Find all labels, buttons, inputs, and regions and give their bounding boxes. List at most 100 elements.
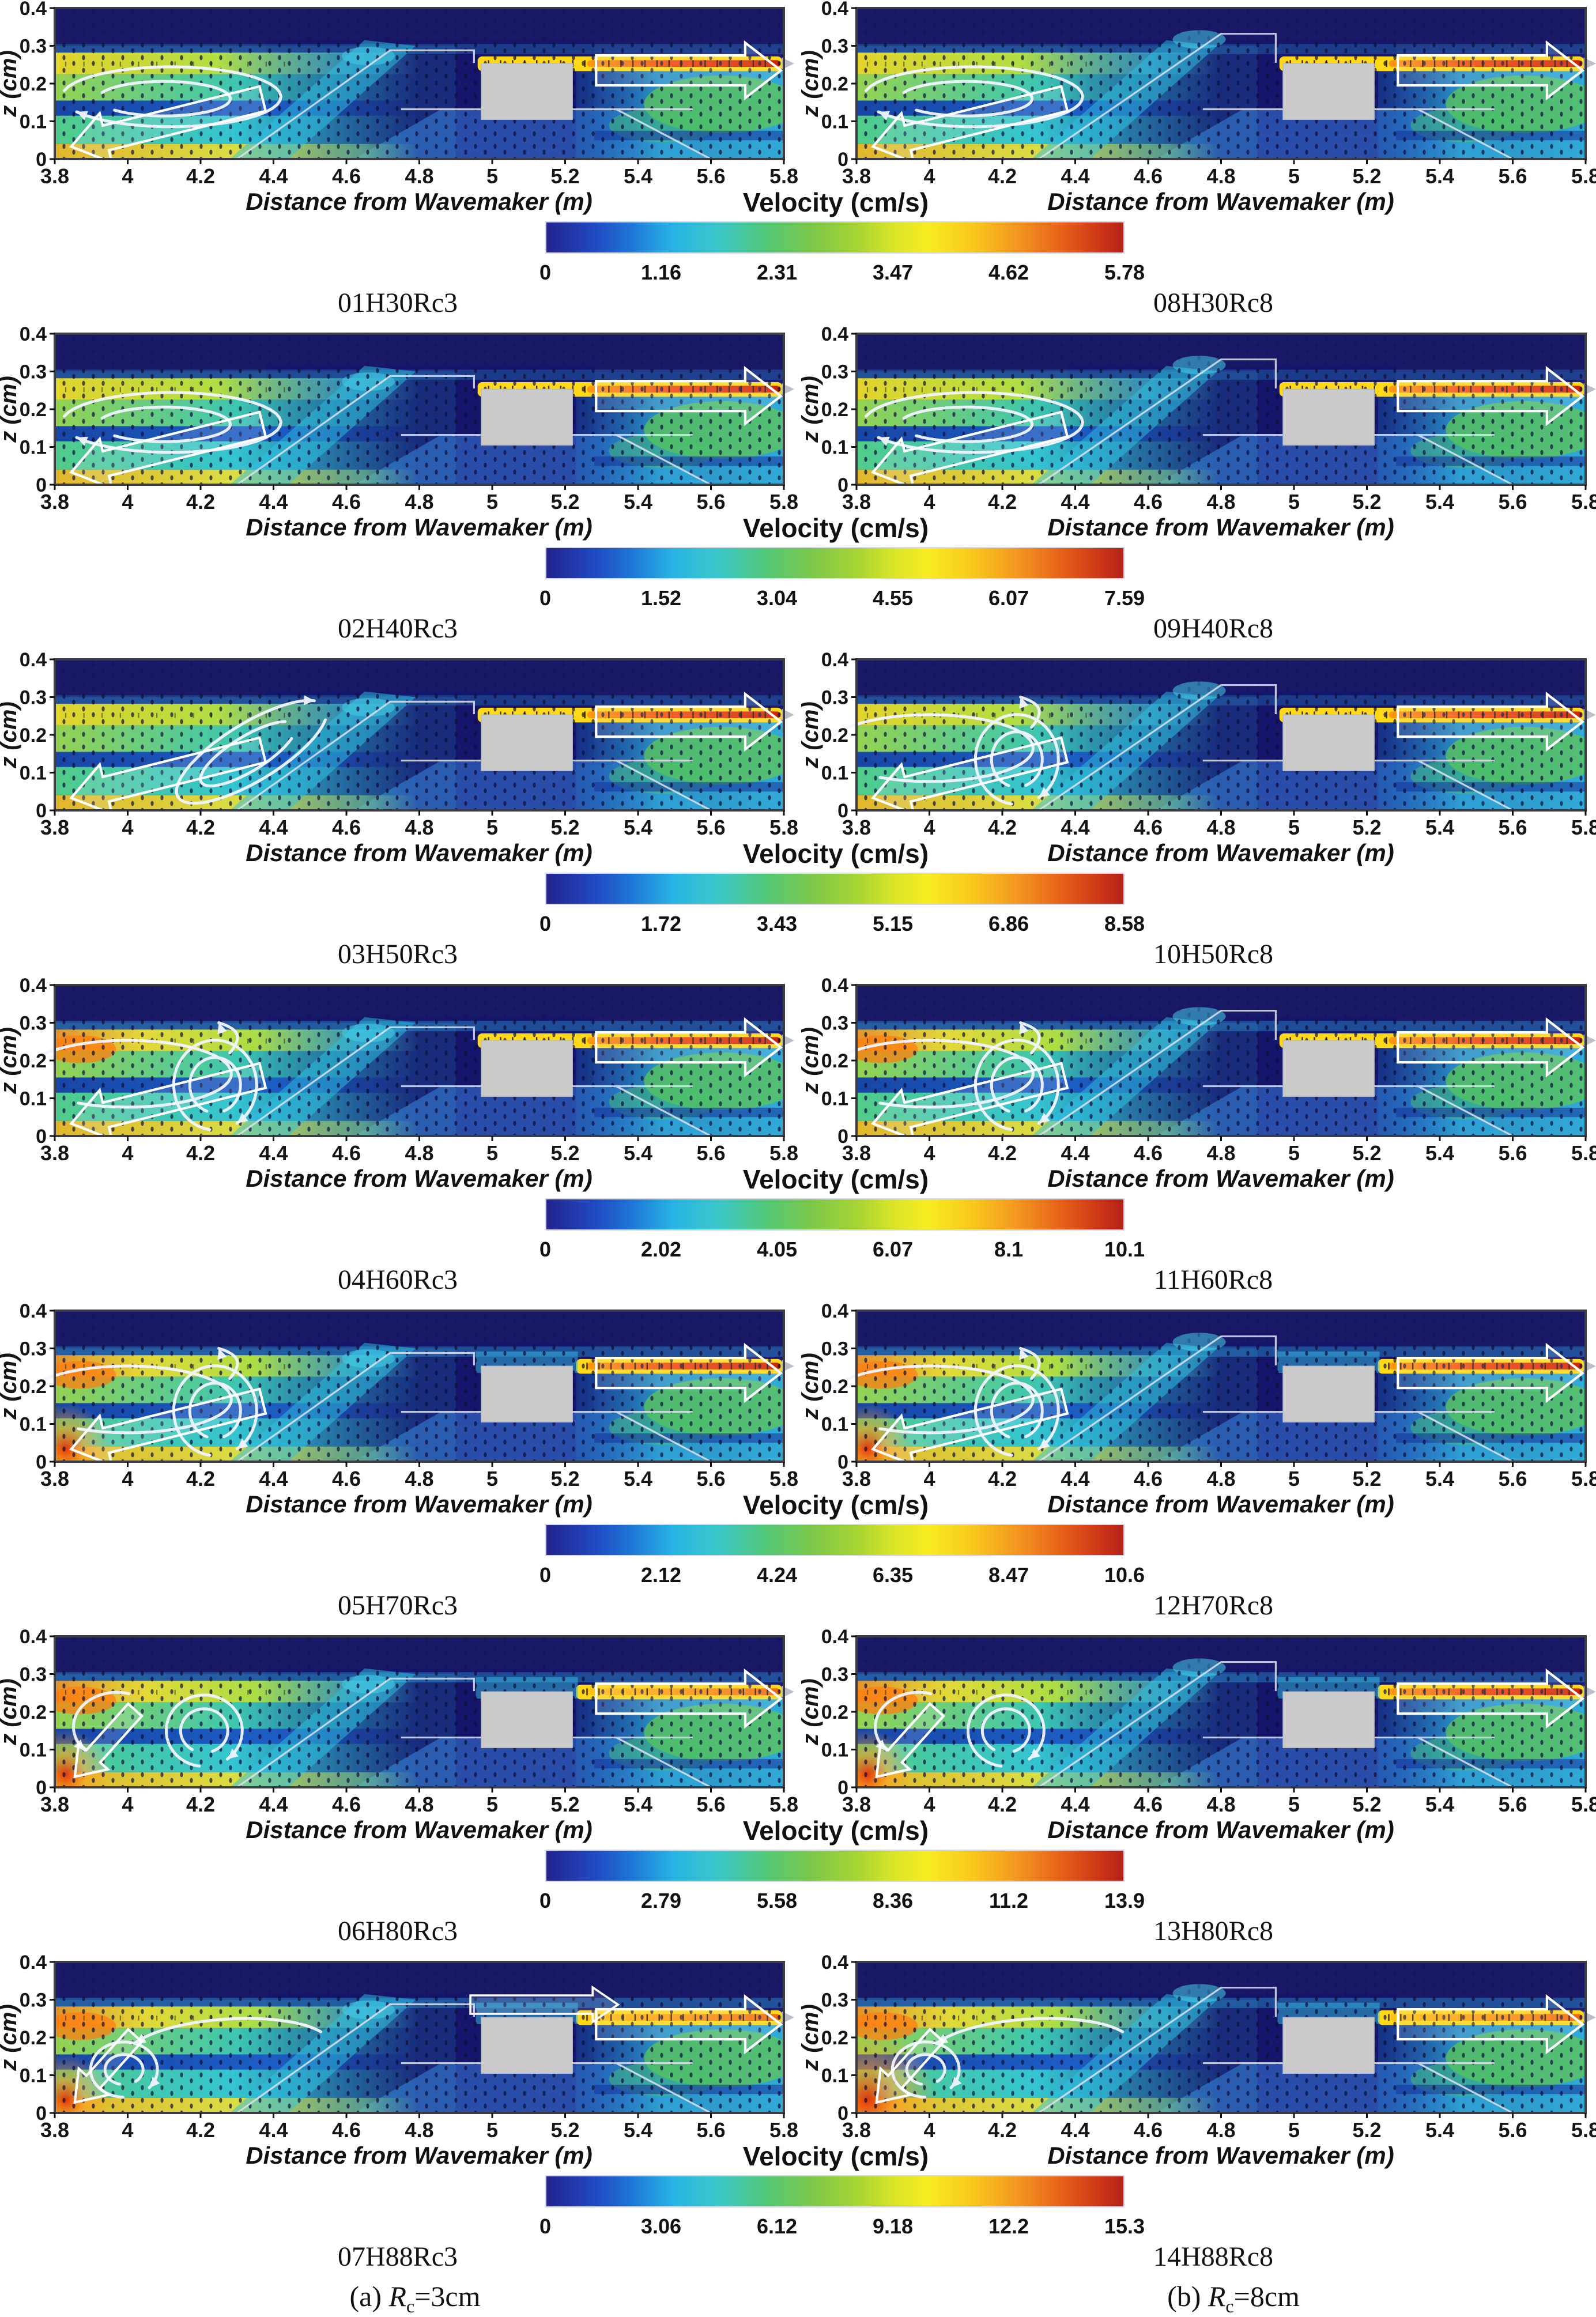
colorbar-tick-label: 6.07 <box>873 1237 913 1262</box>
colorbar-title: Velocity (cm/s) <box>743 838 929 869</box>
x-tick-label: 5.4 <box>624 1141 652 1165</box>
y-axis-label: z (cm) <box>0 50 21 118</box>
colorbar-tick-label: 10.6 <box>1104 1563 1145 1587</box>
x-axis-label: Distance from Wavemaker (m) <box>246 514 592 541</box>
x-tick-label: 3.8 <box>40 164 69 188</box>
x-tick-label: 4.8 <box>405 816 433 839</box>
x-tick-label: 4.6 <box>332 1467 361 1490</box>
y-tick-label: 0.3 <box>821 1990 848 2012</box>
breakwater-block <box>481 1366 572 1422</box>
x-tick-label: 5.8 <box>769 1793 798 1816</box>
y-tick-label: 0.3 <box>20 361 47 383</box>
x-tick-label: 5.6 <box>1498 1141 1527 1165</box>
x-tick-label: 4 <box>122 1467 133 1490</box>
colorbar-gradient <box>545 2175 1125 2207</box>
x-tick-label: 5.6 <box>696 1793 725 1816</box>
x-tick-label: 4.4 <box>1061 816 1089 839</box>
y-tick-label: 0.1 <box>821 111 848 133</box>
x-tick-label: 5.4 <box>624 1467 652 1490</box>
x-tick-label: 3.8 <box>40 1141 69 1165</box>
x-tick-label: 5 <box>486 2118 498 2142</box>
x-tick-label: 4.4 <box>259 1141 288 1165</box>
colorbar-tick-label: 4.24 <box>757 1563 797 1587</box>
x-tick-label: 4 <box>122 164 133 188</box>
x-tick-label: 5.2 <box>550 490 579 514</box>
colorbar-tick-label: 0 <box>539 261 551 285</box>
x-tick-label: 4.8 <box>405 490 433 514</box>
x-tick-label: 4.6 <box>332 816 361 839</box>
case-label: 14H88Rc8 <box>1153 2241 1273 2273</box>
colorbar-tick-label: 3.43 <box>757 912 797 936</box>
x-tick-label: 3.8 <box>842 1467 871 1490</box>
x-tick-label: 5.4 <box>624 164 652 188</box>
case-label: 11H60Rc8 <box>1154 1264 1273 1296</box>
x-tick-label: 4.4 <box>1061 490 1089 514</box>
colorbar-title: Velocity (cm/s) <box>743 187 929 218</box>
y-axis-label: z (cm) <box>798 701 823 769</box>
y-tick-label: 0.2 <box>821 1050 848 1072</box>
x-tick-label: 4.2 <box>186 1793 215 1816</box>
x-tick-label: 4 <box>923 816 935 839</box>
x-axis-label: Distance from Wavemaker (m) <box>1047 1816 1394 1844</box>
x-tick-label: 4 <box>923 490 935 514</box>
x-tick-label: 5 <box>486 1141 498 1165</box>
x-tick-label: 4.4 <box>259 490 288 514</box>
caption-index: (a) <box>349 2280 388 2312</box>
x-tick-label: 5.4 <box>1425 816 1454 839</box>
x-tick-label: 4.2 <box>988 1793 1017 1816</box>
colorbar-tick-label: 1.72 <box>641 912 681 936</box>
x-tick-label: 5 <box>1288 2118 1300 2142</box>
colorbar-ticks: 0 3.06 6.12 9.18 12.2 15.3 <box>545 2214 1125 2239</box>
y-tick-label: 0.3 <box>821 36 848 58</box>
caption-a: (a) Rc=3cm <box>349 2280 480 2317</box>
x-tick-label: 5.2 <box>1352 1467 1381 1490</box>
x-tick-label: 4.8 <box>405 1467 433 1490</box>
x-tick-label: 5.2 <box>550 816 579 839</box>
colorbar-tick-label: 13.9 <box>1104 1889 1145 1913</box>
case-label: 10H50Rc8 <box>1153 938 1273 970</box>
y-tick-label: 0.3 <box>20 1990 47 2012</box>
x-tick-label: 5.4 <box>624 1793 652 1816</box>
y-axis-label: z (cm) <box>0 1027 21 1095</box>
x-tick-label: 5 <box>1288 1141 1300 1165</box>
colorbar-ticks: 0 2.79 5.58 8.36 11.2 13.9 <box>545 1889 1125 1913</box>
colorbar-tick-label: 0 <box>539 2214 551 2239</box>
x-tick-label: 3.8 <box>842 1141 871 1165</box>
x-axis-label: Distance from Wavemaker (m) <box>1047 1490 1394 1518</box>
y-tick-label: 0.1 <box>20 437 47 459</box>
colorbar-title: Velocity (cm/s) <box>743 1489 929 1520</box>
x-tick-label: 5.2 <box>550 2118 579 2142</box>
colorbar-gradient <box>545 221 1125 254</box>
x-tick-label: 5.2 <box>550 164 579 188</box>
y-tick-label: 0.4 <box>821 975 848 997</box>
x-tick-label: 5.8 <box>769 816 798 839</box>
x-axis-label: Distance from Wavemaker (m) <box>1047 514 1394 541</box>
y-tick-label: 0.1 <box>20 2065 47 2087</box>
x-tick-label: 5.8 <box>1571 816 1596 839</box>
x-tick-label: 4.2 <box>988 1141 1017 1165</box>
y-axis-label: z (cm) <box>798 1678 823 1746</box>
x-tick-label: 3.8 <box>40 1793 69 1816</box>
x-tick-label: 5 <box>1288 490 1300 514</box>
x-tick-label: 4.8 <box>1206 1141 1235 1165</box>
colorbar-tick-label: 4.55 <box>873 586 913 610</box>
colorbar-tick-label: 3.06 <box>641 2214 681 2239</box>
x-tick-label: 5.4 <box>1425 1793 1454 1816</box>
y-axis-label: z (cm) <box>798 1353 823 1420</box>
x-axis-label: Distance from Wavemaker (m) <box>1047 2142 1394 2169</box>
x-tick-label: 4.8 <box>1206 2118 1235 2142</box>
colorbar-tick-label: 5.78 <box>1104 261 1145 285</box>
velocity-field <box>21 1311 800 1493</box>
x-tick-label: 4.6 <box>332 1793 361 1816</box>
caption-value: =3cm <box>414 2280 480 2312</box>
x-tick-label: 4.6 <box>1134 816 1163 839</box>
y-tick-label: 0.2 <box>20 73 47 95</box>
